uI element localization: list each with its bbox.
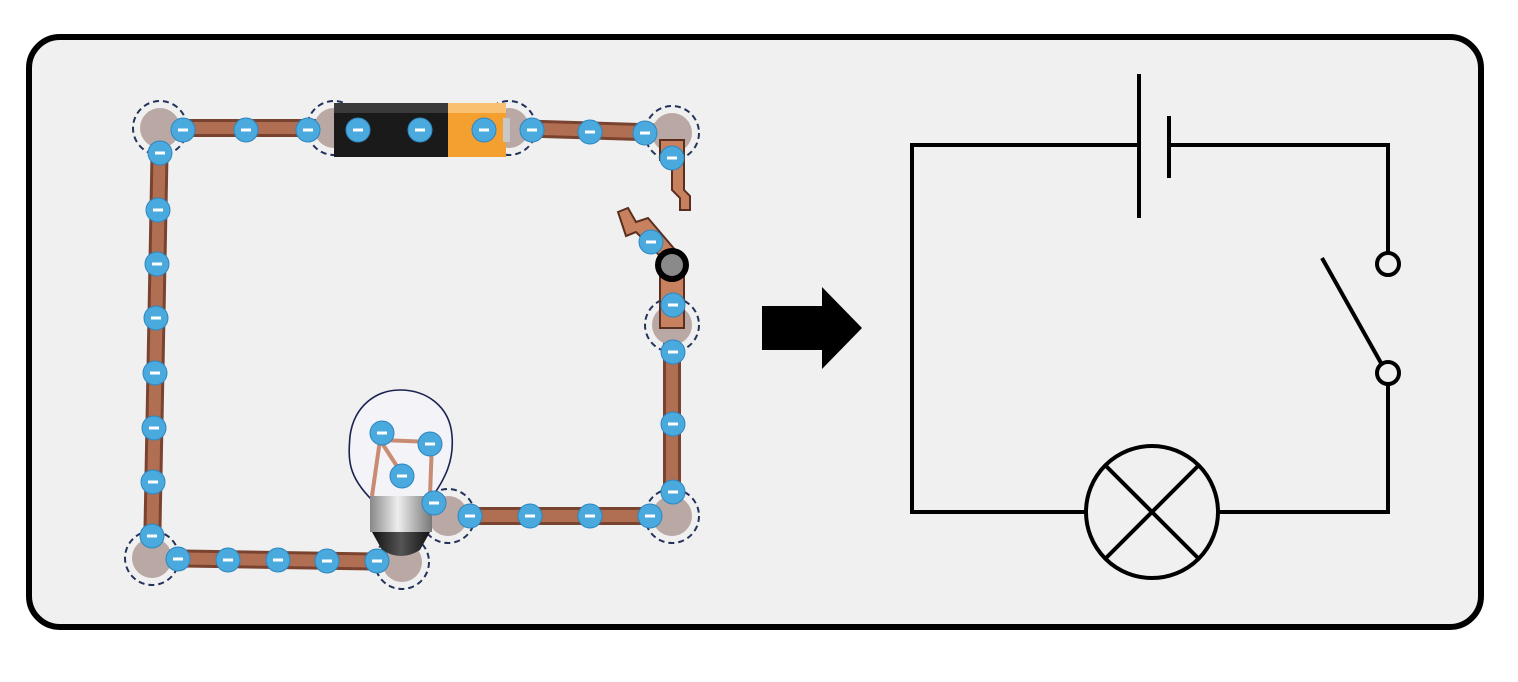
electron: [632, 120, 658, 146]
electron: [364, 548, 390, 574]
electron: [659, 145, 685, 171]
right-arrow-icon: [762, 287, 862, 369]
lamp-symbol: [1084, 444, 1220, 580]
electron: [417, 431, 443, 457]
electron: [660, 479, 686, 505]
electron: [638, 229, 664, 255]
electron: [407, 117, 433, 143]
schematic-diagram: [910, 74, 1401, 580]
electron: [265, 547, 291, 573]
electron: [144, 251, 170, 277]
electron: [295, 117, 321, 143]
electron: [660, 292, 686, 318]
electron: [140, 469, 166, 495]
electron: [233, 117, 259, 143]
simulated-circuit: [124, 100, 700, 590]
electron: [141, 415, 167, 441]
electron: [314, 548, 340, 574]
electron: [345, 117, 371, 143]
light-bulb[interactable]: [348, 389, 454, 556]
electron: [471, 117, 497, 143]
electron: [389, 463, 415, 489]
switch-symbol: [1320, 251, 1401, 386]
electron: [660, 411, 686, 437]
electron: [139, 523, 165, 549]
schematic-wire: [910, 143, 1390, 514]
electron: [637, 503, 663, 529]
electron: [577, 119, 603, 145]
electron: [170, 117, 196, 143]
electron: [577, 503, 603, 529]
electron: [519, 117, 545, 143]
electron: [147, 140, 173, 166]
electron: [145, 197, 171, 223]
electron: [421, 490, 447, 516]
electron: [457, 503, 483, 529]
electron: [215, 547, 241, 573]
electrons: [139, 117, 686, 574]
cell-symbol: [1137, 74, 1171, 218]
electron: [517, 503, 543, 529]
electron: [369, 420, 395, 446]
electron: [143, 305, 169, 331]
electron: [142, 360, 168, 386]
electron: [165, 546, 191, 572]
electron: [660, 339, 686, 365]
